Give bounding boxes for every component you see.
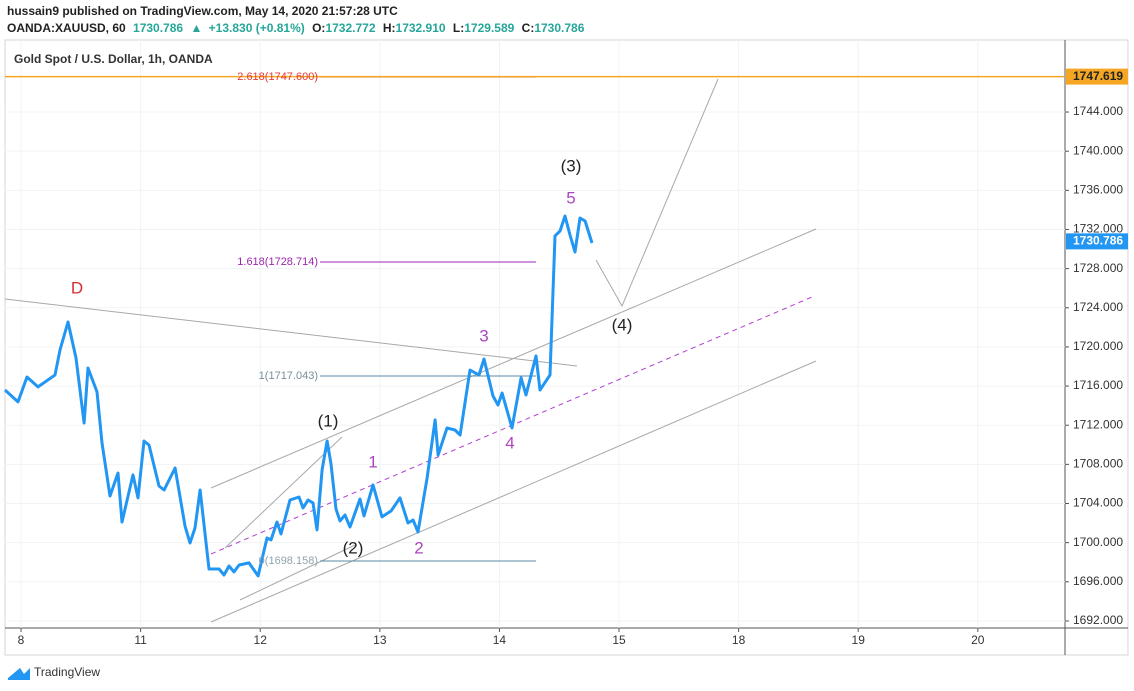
annotations: D (1) (2) (3) (4) 1 2 3 4 5 2.618(1747.6…	[71, 71, 633, 567]
annotation: 4	[505, 433, 514, 452]
fib-label: 1(1717.043)	[259, 370, 318, 382]
trend-line	[4, 298, 578, 367]
ohlc-key: O:	[312, 21, 325, 35]
y-tick-label: 1700.000	[1073, 535, 1123, 549]
annotation: 5	[566, 188, 575, 207]
y-tick-label: 1724.000	[1073, 300, 1123, 314]
y-tick-label: 1720.000	[1073, 339, 1123, 353]
x-tick-label: 15	[612, 633, 626, 647]
y-tick-label: 1728.000	[1073, 261, 1123, 275]
grid	[5, 40, 1065, 628]
change-arrow: ▲	[190, 21, 202, 35]
fib-label: 2.618(1747.600)	[237, 71, 318, 83]
y-tick-label: 1736.000	[1073, 182, 1123, 196]
channel-lower	[210, 360, 817, 623]
chart-title: Gold Spot / U.S. Dollar, 1h, OANDA	[14, 52, 213, 66]
annotation: 1	[368, 452, 377, 471]
fib-label: 1.618(1728.714)	[237, 256, 318, 268]
y-tick-label: 1740.000	[1073, 143, 1123, 157]
published-line: hussain9 published on TradingView.com, M…	[7, 4, 398, 18]
logo-icon	[8, 668, 30, 680]
drawings	[4, 76, 817, 623]
symbol: OANDA:XAUUSD, 60	[7, 21, 126, 35]
chart-frame	[4, 39, 1129, 656]
y-tick-label: 1712.000	[1073, 417, 1123, 431]
fib-label: 0(1698.158)	[259, 555, 318, 567]
y-tick-label: 1732.000	[1073, 222, 1123, 236]
x-tick-label: 12	[254, 633, 268, 647]
x-tick-label: 13	[373, 633, 387, 647]
x-tick-label: 20	[971, 633, 985, 647]
price-tag-label: 1730.786	[1073, 234, 1123, 248]
x-tick-label: 8	[18, 633, 25, 647]
ohlc-key: H:	[383, 21, 396, 35]
trend-line	[239, 544, 356, 601]
annotation: D	[71, 278, 83, 297]
change: +13.830 (+0.81%)	[209, 21, 305, 35]
brand: TradingView	[34, 665, 100, 679]
ohlc-key: L:	[453, 21, 464, 35]
trend-line	[224, 436, 343, 549]
projection	[595, 78, 719, 308]
price-tag	[1066, 68, 1128, 85]
x-tick-label: 18	[732, 633, 746, 647]
symbol-line: OANDA:XAUUSD, 60 1730.786 ▲ +13.830 (+0.…	[7, 21, 585, 35]
x-tick-label: 11	[134, 633, 147, 647]
price-line	[3, 214, 594, 578]
y-tick-label: 1696.000	[1073, 574, 1123, 588]
annotation: (2)	[343, 538, 364, 557]
y-tick-label: 1708.000	[1073, 457, 1123, 471]
x-tick-label: 19	[852, 633, 866, 647]
price-tag-label: 1747.619	[1073, 69, 1123, 83]
y-tick-label: 1692.000	[1073, 613, 1123, 627]
ohlc-value: 1730.786	[534, 21, 584, 35]
price-tag	[1066, 233, 1128, 250]
ohlc-key: C:	[522, 21, 535, 35]
ohlc-value: 1732.910	[396, 21, 446, 35]
last-price: 1730.786	[133, 21, 183, 35]
ohlc-value: 1729.589	[464, 21, 514, 35]
y-tick-label: 1744.000	[1073, 104, 1123, 118]
channel-upper	[210, 228, 817, 489]
y-tick-label: 1704.000	[1073, 496, 1123, 510]
annotation: 3	[479, 326, 488, 345]
brand-logo: TradingView	[8, 665, 100, 680]
annotation: (4)	[612, 315, 633, 334]
plot	[3, 75, 1065, 578]
y-tick-label: 1716.000	[1073, 378, 1123, 392]
ohlc-value: 1732.772	[325, 21, 375, 35]
annotation: (1)	[318, 411, 339, 430]
annotation: (3)	[561, 156, 582, 175]
annotation: 2	[414, 538, 423, 557]
x-tick-label: 14	[493, 633, 507, 647]
